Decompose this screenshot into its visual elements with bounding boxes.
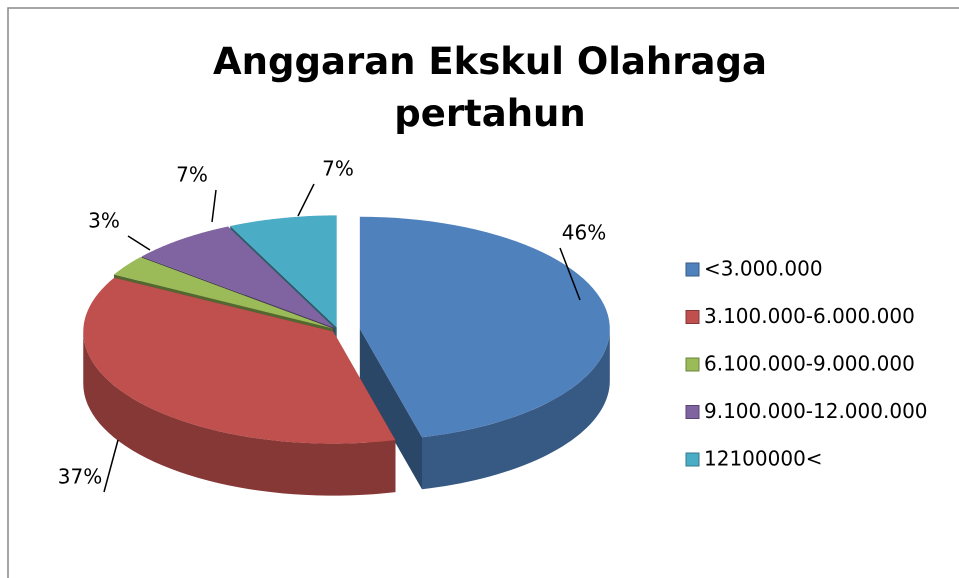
slice-top <box>113 257 334 329</box>
pie-slice <box>359 216 610 490</box>
data-label: 37% <box>58 465 102 489</box>
chart-title: Anggaran Ekskul Olahraga pertahun <box>213 40 767 135</box>
leader-line <box>127 235 151 251</box>
slice-top <box>359 216 610 438</box>
legend-label: 3.100.000-6.000.000 <box>704 304 915 328</box>
slice-top <box>141 226 335 328</box>
legend-swatch <box>685 452 700 467</box>
legend-swatch <box>685 357 700 372</box>
data-label: 7% <box>176 163 208 187</box>
data-label: 46% <box>562 221 606 245</box>
data-label: 7% <box>322 157 354 181</box>
pie-slice <box>83 277 396 496</box>
slice-wall <box>359 328 422 490</box>
slice-top <box>83 277 396 444</box>
leader-line <box>211 189 217 223</box>
leader-line <box>559 247 581 301</box>
slice-side <box>421 328 610 490</box>
legend-label: <3.000.000 <box>704 257 823 281</box>
legend-label: 9.100.000-12.000.000 <box>704 399 928 423</box>
legend-label: 12100000< <box>704 447 823 471</box>
legend-label: 6.100.000-9.000.000 <box>704 352 915 376</box>
legend-swatch <box>685 262 700 277</box>
legend-swatch <box>685 310 700 324</box>
legend-swatch <box>685 405 700 419</box>
chart-border <box>7 7 959 578</box>
slice-top <box>230 215 337 328</box>
leader-line <box>103 439 119 493</box>
slice-side <box>83 331 396 496</box>
data-label: 3% <box>88 209 120 233</box>
leader-line <box>297 183 315 217</box>
